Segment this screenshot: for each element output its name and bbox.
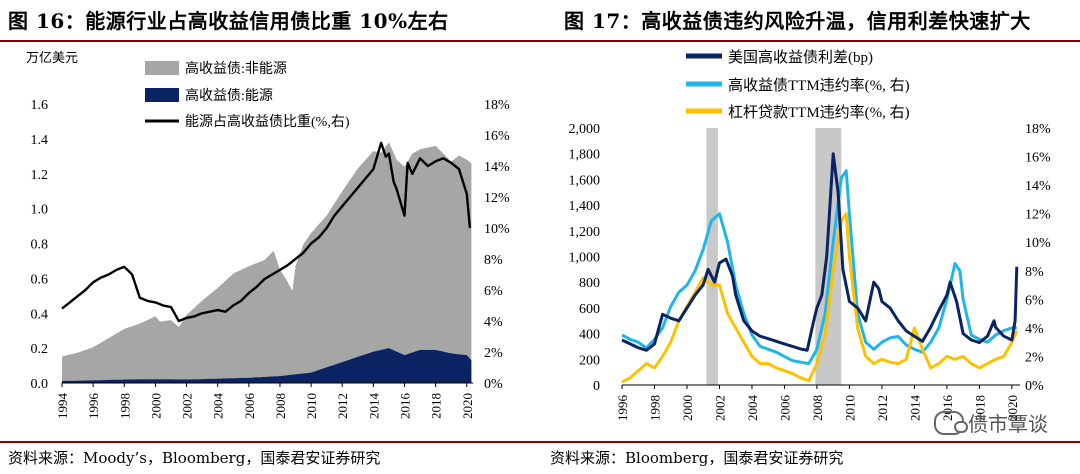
area-non-energy: [62, 142, 472, 381]
x-tick-label: 1994: [55, 393, 70, 420]
watermark: 债市覃谈: [934, 408, 1048, 437]
y-tick-label: 1.0: [31, 203, 49, 218]
wechat-icon: [934, 410, 968, 435]
y2-tick-label: 4%: [484, 315, 503, 330]
y2-tick-label: 16%: [484, 129, 510, 144]
x-tick-label: 2012: [875, 395, 890, 421]
y-tick-label: 2,000: [569, 122, 601, 137]
y2-tick-label: 8%: [484, 253, 503, 268]
figure-17-source: 资料来源：Bloomberg，国泰君安证券研究: [550, 449, 844, 467]
line-hy-default-rate: [621, 169, 1017, 366]
figure-16-title: 图 16：能源行业占高收益信用债比重 10%左右: [8, 9, 449, 33]
recession-band: [815, 128, 842, 385]
source-rule: [0, 441, 540, 443]
legend-label-hy-spread: 美国高收益债利差(bp): [728, 49, 873, 66]
x-tick-label: 2008: [810, 395, 825, 421]
y2-tick-label: 6%: [1025, 293, 1044, 308]
y-tick-label: 0.8: [31, 238, 49, 253]
y2-tick-label: 14%: [484, 160, 510, 175]
y2-tick-label: 18%: [1025, 122, 1051, 137]
legend-label-non-energy: 高收益债:非能源: [185, 60, 287, 77]
y2-tick-label: 12%: [1025, 208, 1051, 223]
y2-tick-label: 2%: [1025, 350, 1044, 365]
x-tick-label: 2014: [907, 395, 922, 422]
area-energy: [62, 348, 472, 383]
x-tick-label: 2012: [335, 393, 350, 419]
y2-tick-label: 18%: [484, 98, 510, 113]
x-tick-label: 2020: [460, 393, 475, 419]
line-energy-share: [61, 141, 472, 323]
y-tick-label: 1.6: [31, 98, 49, 113]
x-tick-label: 1998: [117, 393, 132, 419]
y-tick-label: 0.4: [31, 307, 49, 322]
y-tick-label: 1.4: [31, 133, 49, 148]
y-tick-label: 0.6: [31, 272, 49, 287]
x-tick-label: 2004: [745, 395, 760, 422]
x-tick-label: 2000: [148, 393, 163, 419]
title-rule: [0, 40, 540, 42]
figure-17-title: 图 17：高收益债违约风险升温，信用利差快速扩大: [564, 9, 1031, 33]
y-tick-label: 200: [579, 353, 600, 368]
x-tick-label: 2006: [242, 393, 257, 420]
x-tick-label: 2002: [712, 395, 727, 421]
legend-label-loan-default-rate: 杠杆贷款TTM违约率(%, 右): [728, 104, 910, 121]
x-tick-label: 2020: [1005, 395, 1020, 421]
y2-tick-label: 2%: [484, 346, 503, 361]
x-tick-label: 2014: [366, 393, 381, 420]
title-rule: [540, 40, 1080, 42]
y-tick-label: 0.0: [31, 377, 49, 392]
figure-16-source: 资料来源：Moody’s，Bloomberg，国泰君安证券研究: [8, 449, 381, 467]
y2-tick-label: 16%: [1025, 151, 1051, 166]
y-tick-label: 0.2: [31, 342, 49, 357]
spread-default-chart: 0 200 400 600 800 1,000 1,200 1,400 1,600 1,800 2,…: [569, 49, 1052, 422]
watermark-text: 债市覃谈: [968, 412, 1048, 436]
line-hy-spread: [621, 152, 1019, 352]
x-tick-label: 2018: [972, 395, 987, 421]
y2-tick-label: 14%: [1025, 179, 1051, 194]
y2-tick-label: 10%: [1025, 236, 1051, 251]
legend-label-hy-default-rate: 高收益债TTM违约率(%, 右): [728, 77, 910, 94]
y-tick-label: 400: [579, 328, 600, 343]
x-tick-label: 2004: [211, 393, 226, 420]
y-tick-label: 600: [579, 302, 600, 317]
legend-label-energy: 高收益债:能源: [185, 87, 273, 104]
x-tick-label: 2002: [180, 393, 195, 419]
y-tick-label: 1,800: [569, 148, 601, 163]
energy-share-chart: 万亿美元 0.0 0.2 0.4 0.6 0.8 1.0 1.2 1.4 1.6 0% 2% 4% 6% 8…: [26, 50, 510, 420]
legend-swatch-energy: [145, 88, 179, 102]
source-rule: [540, 441, 1080, 443]
y-tick-label: 1,000: [569, 251, 601, 266]
y-tick-label: 1.2: [31, 168, 49, 183]
y2-tick-label: 0%: [484, 377, 503, 392]
x-tick-label: 2006: [777, 395, 792, 422]
x-tick-label: 2008: [273, 393, 288, 419]
y-tick-label: 0: [593, 379, 600, 394]
y2-tick-label: 4%: [1025, 322, 1044, 337]
x-tick-label: 2018: [429, 393, 444, 419]
y2-tick-label: 6%: [484, 284, 503, 299]
figure-17: 图 17：高收益债违约风险升温，信用利差快速扩大 0 200 400 600 800 1,…: [540, 0, 1080, 474]
recession-band: [706, 128, 718, 385]
x-tick-label: 2000: [680, 395, 695, 421]
y-tick-label: 800: [579, 276, 600, 291]
y-tick-label: 1,600: [569, 173, 601, 188]
y2-tick-label: 10%: [484, 222, 510, 237]
y-tick-label: 1,200: [569, 225, 601, 240]
y2-tick-label: 0%: [1025, 379, 1044, 394]
figure-16: 图 16：能源行业占高收益信用债比重 10%左右 万亿美元 0.0 0.2 0.4 0.…: [0, 9, 540, 467]
x-tick-label: 1996: [615, 395, 630, 422]
y-axis-unit-label: 万亿美元: [26, 50, 78, 65]
x-tick-label: 2010: [842, 395, 857, 421]
x-tick-label: 1996: [86, 393, 101, 420]
y2-tick-label: 12%: [484, 191, 510, 206]
x-tick-label: 1998: [647, 395, 662, 421]
legend-label-share: 能源占高收益债比重(%,右): [185, 113, 350, 130]
x-tick-label: 2016: [398, 393, 413, 420]
x-tick-label: 2010: [304, 393, 319, 419]
y-tick-label: 1,400: [569, 199, 601, 214]
legend-swatch-non-energy: [145, 61, 179, 75]
y2-tick-label: 8%: [1025, 265, 1044, 280]
